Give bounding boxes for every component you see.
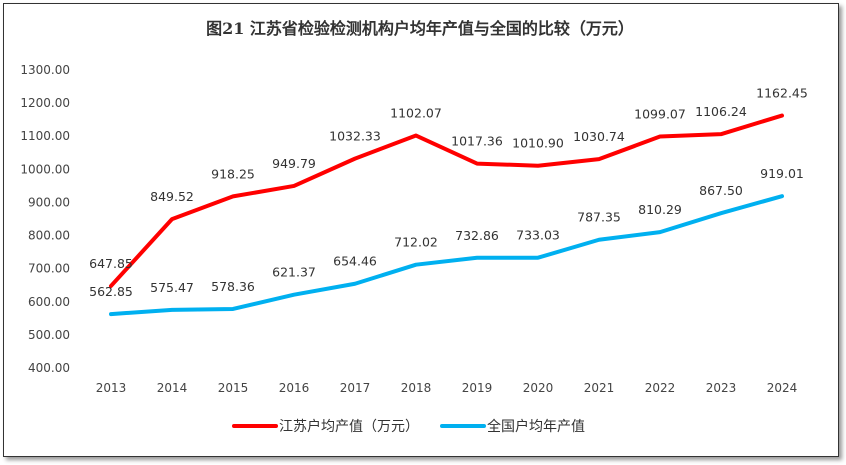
data-label: 562.85: [89, 284, 133, 299]
data-label: 654.46: [333, 254, 377, 269]
x-tick-label: 2019: [462, 381, 493, 395]
x-tick-label: 2013: [96, 381, 127, 395]
data-label: 712.02: [394, 235, 438, 250]
data-label: 1099.07: [634, 107, 686, 122]
data-label: 918.25: [211, 166, 255, 181]
chart-title: 图21 江苏省检验检测机构户均年产值与全国的比较（万元）: [206, 19, 634, 38]
y-tick-label: 1100.00: [20, 129, 70, 143]
data-label: 621.37: [272, 265, 316, 280]
data-label: 810.29: [638, 202, 682, 217]
x-tick-label: 2015: [218, 381, 249, 395]
data-label: 575.47: [150, 280, 194, 295]
series-line-0: [109, 113, 784, 288]
data-label: 949.79: [272, 156, 316, 171]
data-label: 919.01: [760, 166, 804, 181]
x-tick-label: 2022: [645, 381, 676, 395]
x-tick-label: 2021: [584, 381, 615, 395]
y-tick-label: 1300.00: [20, 63, 70, 77]
legend-label: 江苏户均产值（万元）: [279, 418, 419, 435]
data-label: 787.35: [577, 210, 621, 225]
data-label: 849.52: [150, 189, 194, 204]
series-line-1: [109, 194, 784, 317]
data-label: 578.36: [211, 279, 255, 294]
y-tick-label: 800.00: [28, 229, 70, 243]
chart-frame: [3, 3, 839, 457]
y-tick-label: 700.00: [28, 262, 70, 276]
data-label: 732.86: [455, 228, 499, 243]
x-tick-label: 2023: [706, 381, 737, 395]
data-label: 1010.90: [512, 136, 564, 151]
x-tick-label: 2016: [279, 381, 310, 395]
data-label: 733.03: [516, 228, 560, 243]
y-tick-label: 900.00: [28, 195, 70, 209]
data-label: 1102.07: [390, 106, 442, 121]
y-tick-label: 500.00: [28, 328, 70, 342]
x-tick-label: 2020: [523, 381, 554, 395]
x-tick-label: 2017: [340, 381, 371, 395]
data-label: 1017.36: [451, 134, 503, 149]
data-label: 1162.45: [756, 86, 808, 101]
x-tick-label: 2024: [767, 381, 798, 395]
data-label: 1030.74: [573, 129, 625, 144]
y-tick-label: 1000.00: [20, 162, 70, 176]
data-label: 1032.33: [329, 129, 381, 144]
y-tick-label: 1200.00: [20, 96, 70, 110]
y-tick-label: 600.00: [28, 295, 70, 309]
x-tick-label: 2018: [401, 381, 432, 395]
x-tick-label: 2014: [157, 381, 188, 395]
data-label: 647.85: [89, 256, 133, 271]
data-label: 867.50: [699, 183, 743, 198]
data-label: 1106.24: [695, 104, 747, 119]
y-tick-label: 400.00: [28, 361, 70, 375]
legend-label: 全国户均年产值: [487, 418, 585, 435]
